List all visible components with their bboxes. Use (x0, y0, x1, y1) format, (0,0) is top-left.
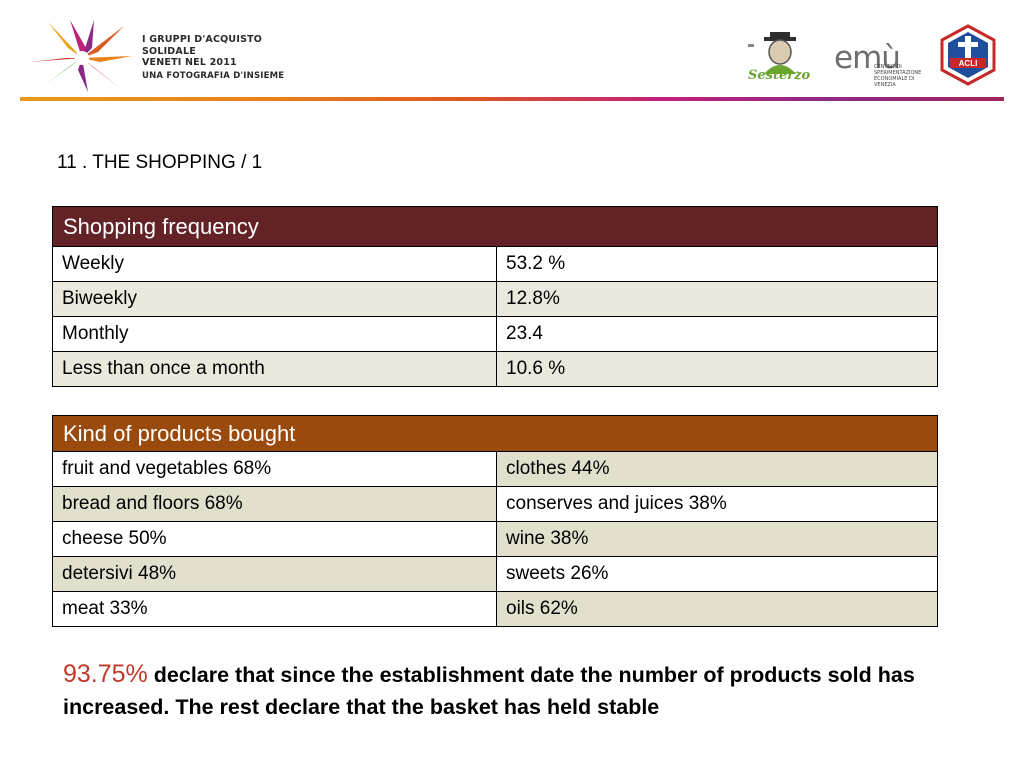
frequency-value: 53.2 % (496, 246, 938, 282)
frequency-value: 23.4 (496, 316, 938, 352)
table-header-row: Kind of products bought (52, 415, 938, 452)
table-header-row: Shopping frequency (52, 206, 938, 247)
product-right: sweets 26% (496, 556, 938, 592)
product-left: cheese 50% (52, 521, 497, 557)
footer-text: declare that since the establishment dat… (63, 663, 915, 719)
shopping-frequency-table: Shopping frequency Weekly 53.2 % Biweekl… (52, 206, 938, 387)
project-line-1: I GRUPPI D'ACQUISTO (142, 34, 263, 45)
table-row: bread and floors 68% conserves and juice… (52, 486, 938, 522)
project-line-3: VENETI NEL 2011 (142, 57, 237, 68)
emu-wordmark: emù (834, 40, 901, 76)
slide-title: 11 . THE SHOPPING / 1 (57, 152, 263, 173)
products-bought-table: Kind of products bought fruit and vegeta… (52, 415, 938, 627)
table-row: fruit and vegetables 68% clothes 44% (52, 451, 938, 487)
frequency-value: 10.6 % (496, 351, 938, 387)
table-row: Less than once a month 10.6 % (52, 351, 938, 387)
frequency-value: 12.8% (496, 281, 938, 317)
product-right: oils 62% (496, 591, 938, 627)
highlight-percentage: 93.75% (63, 660, 148, 688)
sesterzo-label: Sesterzo (748, 68, 811, 83)
footer-statement: 93.75% declare that since the establishm… (63, 658, 943, 723)
frequency-label: Less than once a month (52, 351, 497, 387)
product-left: fruit and vegetables 68% (52, 451, 497, 487)
header-color-bar (20, 97, 1004, 101)
table-row: meat 33% oils 62% (52, 591, 938, 627)
product-left: bread and floors 68% (52, 486, 497, 522)
frequency-label: Biweekly (52, 281, 497, 317)
frequency-label: Weekly (52, 246, 497, 282)
table-row: Weekly 53.2 % (52, 246, 938, 282)
project-subtitle: UNA FOTOGRAFIA D'INSIEME (142, 70, 285, 81)
sesterzo-logo-icon (748, 32, 796, 74)
sunburst-logo-icon (30, 20, 132, 92)
emu-subtitle: CENTRO DI SPERIMENTAZIONE ECONOMIALE DI … (874, 64, 922, 88)
table-row: cheese 50% wine 38% (52, 521, 938, 557)
acli-label: ACLI (959, 59, 978, 68)
table-row: Monthly 23.4 (52, 316, 938, 352)
acli-logo-icon: ACLI (940, 24, 996, 86)
table-row: Biweekly 12.8% (52, 281, 938, 317)
product-left: detersivi 48% (52, 556, 497, 592)
product-right: wine 38% (496, 521, 938, 557)
project-line-2: SOLIDALE (142, 45, 196, 57)
table-header: Kind of products bought (52, 415, 938, 452)
product-right: conserves and juices 38% (496, 486, 938, 522)
table-row: detersivi 48% sweets 26% (52, 556, 938, 592)
slide-header: I GRUPPI D'ACQUISTO SOLIDALE VENETI NEL … (0, 0, 1024, 101)
project-title-block: I GRUPPI D'ACQUISTO SOLIDALE VENETI NEL … (142, 34, 284, 82)
product-left: meat 33% (52, 591, 497, 627)
frequency-label: Monthly (52, 316, 497, 352)
table-header: Shopping frequency (52, 206, 938, 247)
product-right: clothes 44% (496, 451, 938, 487)
